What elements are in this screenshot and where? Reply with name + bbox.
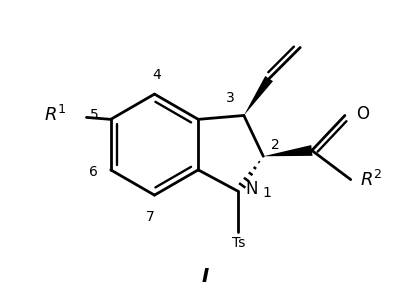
Text: I: I [201,267,208,286]
Text: Ts: Ts [231,236,245,250]
Text: 2: 2 [270,138,279,152]
Text: 1: 1 [261,186,270,200]
Text: $R^1$: $R^1$ [44,105,67,125]
Text: N: N [245,180,257,198]
Text: 3: 3 [225,91,234,105]
Text: 7: 7 [146,210,155,224]
Text: $R^2$: $R^2$ [360,170,382,190]
Text: O: O [355,105,368,123]
Polygon shape [263,145,312,156]
Polygon shape [243,76,272,116]
Text: 4: 4 [152,68,160,82]
Text: 5: 5 [89,108,98,122]
Text: 6: 6 [89,165,98,179]
